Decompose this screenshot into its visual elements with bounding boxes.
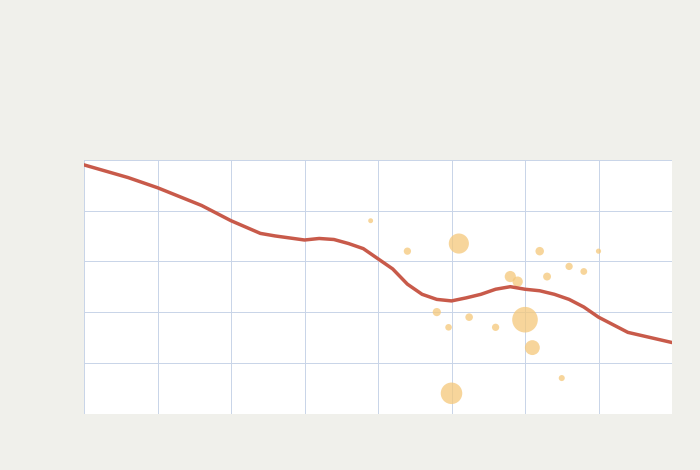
Point <box>463 313 475 321</box>
Point <box>519 316 531 323</box>
Point <box>534 247 545 255</box>
Point <box>505 273 516 280</box>
Point <box>512 278 524 285</box>
Point <box>446 390 457 397</box>
Point <box>454 240 465 247</box>
Point <box>490 323 501 331</box>
Point <box>578 268 589 275</box>
Point <box>443 323 454 331</box>
Point <box>527 344 538 352</box>
Point <box>431 308 442 316</box>
Point <box>365 217 377 225</box>
Point <box>593 247 604 255</box>
Point <box>542 273 553 280</box>
Point <box>556 374 567 382</box>
Point <box>402 247 413 255</box>
Point <box>564 263 575 270</box>
